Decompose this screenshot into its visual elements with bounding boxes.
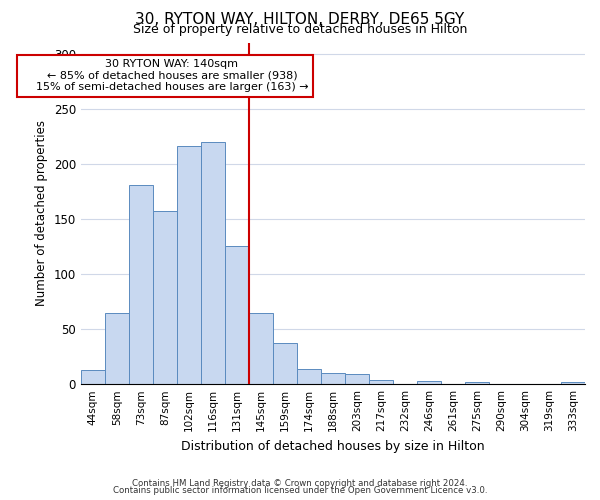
Text: Contains public sector information licensed under the Open Government Licence v3: Contains public sector information licen… xyxy=(113,486,487,495)
Bar xyxy=(273,344,297,384)
Bar xyxy=(201,142,225,384)
Bar xyxy=(297,368,321,384)
Bar xyxy=(225,246,249,384)
Bar xyxy=(465,382,489,384)
Bar xyxy=(417,381,441,384)
Bar xyxy=(561,382,585,384)
Bar xyxy=(345,374,369,384)
Bar xyxy=(129,184,153,384)
Bar xyxy=(321,373,345,384)
X-axis label: Distribution of detached houses by size in Hilton: Distribution of detached houses by size … xyxy=(181,440,485,452)
Y-axis label: Number of detached properties: Number of detached properties xyxy=(35,120,48,306)
Bar xyxy=(81,370,105,384)
Text: Size of property relative to detached houses in Hilton: Size of property relative to detached ho… xyxy=(133,22,467,36)
Text: Contains HM Land Registry data © Crown copyright and database right 2024.: Contains HM Land Registry data © Crown c… xyxy=(132,478,468,488)
Bar xyxy=(177,146,201,384)
Text: 30 RYTON WAY: 140sqm
    ← 85% of detached houses are smaller (938)
    15% of s: 30 RYTON WAY: 140sqm ← 85% of detached h… xyxy=(22,59,308,92)
Bar xyxy=(369,380,393,384)
Bar xyxy=(249,312,273,384)
Bar xyxy=(105,312,129,384)
Text: 30, RYTON WAY, HILTON, DERBY, DE65 5GY: 30, RYTON WAY, HILTON, DERBY, DE65 5GY xyxy=(136,12,464,28)
Bar xyxy=(153,211,177,384)
